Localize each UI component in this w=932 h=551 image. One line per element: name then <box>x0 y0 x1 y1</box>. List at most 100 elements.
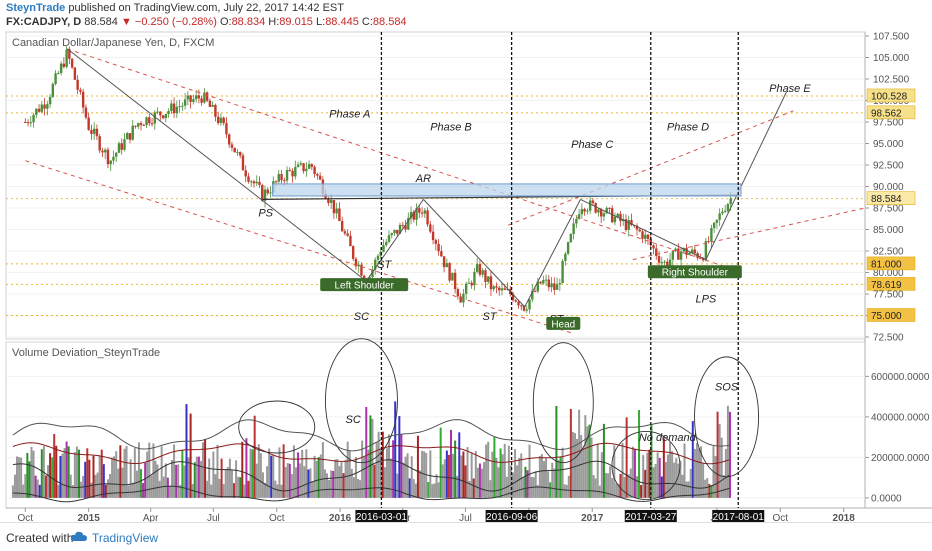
volume-bar <box>125 445 128 498</box>
volume-bar <box>516 465 519 498</box>
candle-body <box>310 164 314 167</box>
candle-body <box>473 271 476 286</box>
volume-bar <box>206 480 209 498</box>
candle-body <box>178 106 181 108</box>
tradingview-link[interactable]: TradingView <box>92 531 159 545</box>
candle-body <box>723 210 727 212</box>
price-tick-label: 95.000 <box>873 139 904 150</box>
symbol-label: FX:CADJPY, D <box>6 16 82 28</box>
price-level-label: 75.000 <box>871 311 902 322</box>
candle-body <box>340 221 344 232</box>
candle-body <box>451 272 454 281</box>
candle-body <box>663 261 666 263</box>
volume-bar <box>706 478 709 498</box>
volume-tick-label: 200000.0000 <box>871 453 930 464</box>
low-label: L: <box>316 16 326 28</box>
time-tick-label: Apr <box>143 513 159 522</box>
volume-bar <box>53 434 56 498</box>
volume-bar <box>193 462 196 498</box>
volume-bar <box>702 462 705 498</box>
volume-bar <box>642 455 645 498</box>
candle-body <box>263 189 267 201</box>
volume-bar <box>557 460 560 498</box>
price-tick-label: 107.500 <box>873 32 910 43</box>
chart-area[interactable]: 107.500105.000102.500100.00097.50095.000… <box>0 30 932 522</box>
volume-bar <box>363 456 366 498</box>
candle-body <box>616 213 619 217</box>
volume-bar <box>724 448 727 498</box>
candle-body <box>175 106 179 114</box>
time-tick-label: 2017 <box>581 513 604 522</box>
volume-bar <box>549 482 552 498</box>
volume-bar <box>658 457 661 498</box>
volume-bar <box>617 484 620 498</box>
volume-bar <box>243 484 246 498</box>
volume-bar <box>235 460 238 498</box>
candle-body <box>285 170 289 181</box>
candle-body <box>442 256 446 268</box>
volume-bar <box>115 451 118 498</box>
price-level-badge <box>866 256 916 271</box>
volume-bar <box>59 455 62 498</box>
volume-bar <box>228 458 231 498</box>
volume-bar <box>133 448 136 498</box>
volume-bar <box>493 436 496 498</box>
volume-tick-label: 400000.0000 <box>871 412 930 423</box>
candle-body <box>230 144 234 148</box>
author-name[interactable]: SteynTrade <box>6 2 66 14</box>
volume-bar <box>264 482 267 498</box>
candle-body <box>167 111 170 114</box>
volume-bar <box>233 483 236 498</box>
volume-bar <box>299 463 302 498</box>
candle-body <box>431 231 435 241</box>
volume-bar <box>437 482 440 498</box>
volume-bar <box>354 457 357 498</box>
volume-bar <box>445 450 448 498</box>
last-price: 88.584 <box>84 16 118 28</box>
volume-bar <box>627 474 630 498</box>
date-marker-badge <box>712 510 765 522</box>
volume-bar <box>427 482 430 498</box>
volume-bar <box>697 448 700 498</box>
volume-bar <box>679 460 682 498</box>
candle-body <box>95 128 99 137</box>
candle-body <box>211 104 214 107</box>
date-marker-label: 2016-03-01 <box>356 512 408 522</box>
volume-bar <box>86 448 89 498</box>
volume-bar <box>410 456 413 498</box>
volume-bar <box>63 448 66 498</box>
candle-body <box>346 233 349 236</box>
candle-body <box>613 216 617 223</box>
candle-body <box>440 251 443 257</box>
volume-bar <box>214 474 217 498</box>
volume-bar <box>94 474 97 498</box>
candle-body <box>250 181 253 183</box>
candle-body <box>602 213 606 217</box>
volume-bar <box>571 431 574 498</box>
pattern-annotation: AR <box>415 173 431 185</box>
close-value: 88.584 <box>372 16 407 28</box>
candle-body <box>721 211 724 214</box>
candle-body <box>426 210 429 225</box>
volume-bar <box>708 483 711 498</box>
candle-body <box>186 95 190 100</box>
volume-bar <box>522 477 525 498</box>
pattern-badge <box>320 278 409 292</box>
volume-bar <box>547 471 550 498</box>
volume-bar <box>11 485 14 498</box>
volume-bar <box>319 454 322 498</box>
candle-body <box>159 111 162 116</box>
volume-bar <box>673 462 676 498</box>
volume-bar <box>408 478 411 498</box>
volume-bar <box>84 461 87 498</box>
candle-body <box>40 104 44 112</box>
volume-bar <box>301 449 304 498</box>
volume-bar <box>722 475 725 498</box>
candle-body <box>564 253 567 261</box>
candle-body <box>46 104 49 109</box>
volume-bar <box>594 478 597 498</box>
candle-body <box>418 208 421 213</box>
volume-bar <box>160 446 163 498</box>
volume-bar <box>268 448 271 498</box>
volume-bar <box>326 473 329 498</box>
